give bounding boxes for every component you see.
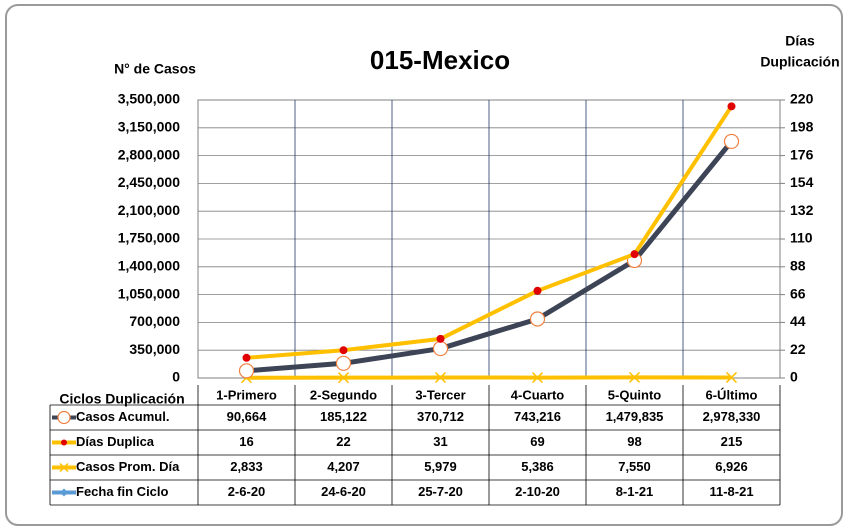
table-cell: 743,216	[514, 409, 561, 424]
table-cell: 98	[627, 434, 641, 449]
table-cell: 8-1-21	[616, 484, 654, 499]
legend-label: Días Duplica	[76, 434, 155, 449]
legend-label: Fecha fin Ciclo	[76, 484, 169, 499]
marker	[339, 346, 348, 355]
legend-key-marker	[60, 488, 68, 497]
marker	[725, 371, 738, 383]
marker	[533, 286, 542, 295]
series-line	[246, 139, 734, 374]
y2-axis-label: Duplicación	[760, 54, 839, 70]
y2-tick-label: 176	[790, 146, 814, 162]
y-tick-label: 1,400,000	[118, 258, 180, 274]
y-tick-label: 350,000	[129, 341, 180, 357]
y-tick-label: 2,100,000	[118, 202, 180, 218]
table-cell: 5,979	[424, 459, 457, 474]
table-cell: 2,833	[230, 459, 263, 474]
y2-tick-label: 110	[790, 230, 813, 246]
y-axis-label: N° de Casos	[114, 61, 196, 77]
x-tick-label: 3-Tercer	[415, 387, 465, 402]
table-cell: 1,479,835	[606, 409, 664, 424]
marker	[432, 340, 449, 357]
table-cell: 90,664	[227, 409, 268, 424]
marker	[723, 133, 740, 150]
legend-key-marker	[61, 439, 67, 446]
x-tick-label: 4-Cuarto	[511, 387, 565, 402]
legend-label: Casos Prom. Día	[76, 459, 180, 474]
table-cell: 2,978,330	[703, 409, 761, 424]
table-label: Ciclos Duplicación	[59, 391, 184, 407]
table-cell: 31	[433, 434, 447, 449]
chart-title: 015-Mexico	[370, 45, 510, 75]
marker	[238, 363, 255, 379]
y2-tick-label: 88	[790, 258, 806, 274]
y2-axis-label: Días	[785, 33, 815, 49]
y2-tick-label: 132	[790, 202, 814, 218]
series-line	[246, 105, 734, 360]
marker	[630, 250, 639, 259]
y-tick-label: 1,050,000	[118, 285, 180, 301]
table-cell: 11-8-21	[709, 484, 753, 499]
table-cell: 6,926	[715, 459, 748, 474]
table-cell: 5,386	[521, 459, 554, 474]
marker	[242, 353, 251, 362]
y-tick-label: 3,500,000	[118, 91, 180, 107]
table-cell: 25-7-20	[418, 484, 463, 499]
table-cell: 2-6-20	[228, 484, 266, 499]
y-tick-label: 3,150,000	[118, 119, 180, 135]
marker	[529, 311, 546, 327]
table-cell: 4,207	[327, 459, 360, 474]
table-cell: 22	[336, 434, 350, 449]
marker	[531, 372, 544, 384]
table-cell: 185,122	[320, 409, 367, 424]
marker	[337, 372, 350, 384]
y-tick-label: 2,800,000	[118, 146, 180, 162]
table-cell: 16	[239, 434, 253, 449]
marker	[335, 355, 352, 371]
y-tick-label: 1,750,000	[118, 230, 180, 246]
y2-tick-label: 198	[790, 119, 814, 135]
y-tick-label: 2,450,000	[118, 174, 180, 190]
y-tick-label: 0	[172, 369, 180, 385]
y2-tick-label: 154	[790, 174, 814, 190]
y2-tick-label: 0	[790, 369, 798, 385]
table-cell: 24-6-20	[321, 484, 366, 499]
legend-key-marker	[59, 462, 69, 473]
y-tick-label: 700,000	[129, 313, 180, 329]
x-tick-label: 2-Segundo	[310, 387, 377, 402]
table-cell: 215	[721, 434, 743, 449]
legend-label: Casos Acumul.	[76, 409, 169, 424]
marker	[434, 371, 447, 384]
legend-key-marker	[57, 410, 71, 425]
y2-tick-label: 44	[790, 313, 806, 329]
table-cell: 370,712	[417, 409, 464, 424]
x-tick-label: 5-Quinto	[608, 387, 661, 402]
x-tick-label: 1-Primero	[216, 387, 277, 402]
y2-tick-label: 220	[790, 91, 814, 107]
table-cell: 2-10-20	[515, 484, 560, 499]
table-cell: 7,550	[618, 459, 651, 474]
table-cell: 69	[530, 434, 544, 449]
marker	[727, 102, 736, 111]
x-tick-label: 6-Último	[706, 387, 758, 402]
marker	[628, 371, 641, 383]
marker	[436, 334, 445, 343]
y2-tick-label: 66	[790, 285, 806, 301]
y2-tick-label: 22	[790, 341, 806, 357]
